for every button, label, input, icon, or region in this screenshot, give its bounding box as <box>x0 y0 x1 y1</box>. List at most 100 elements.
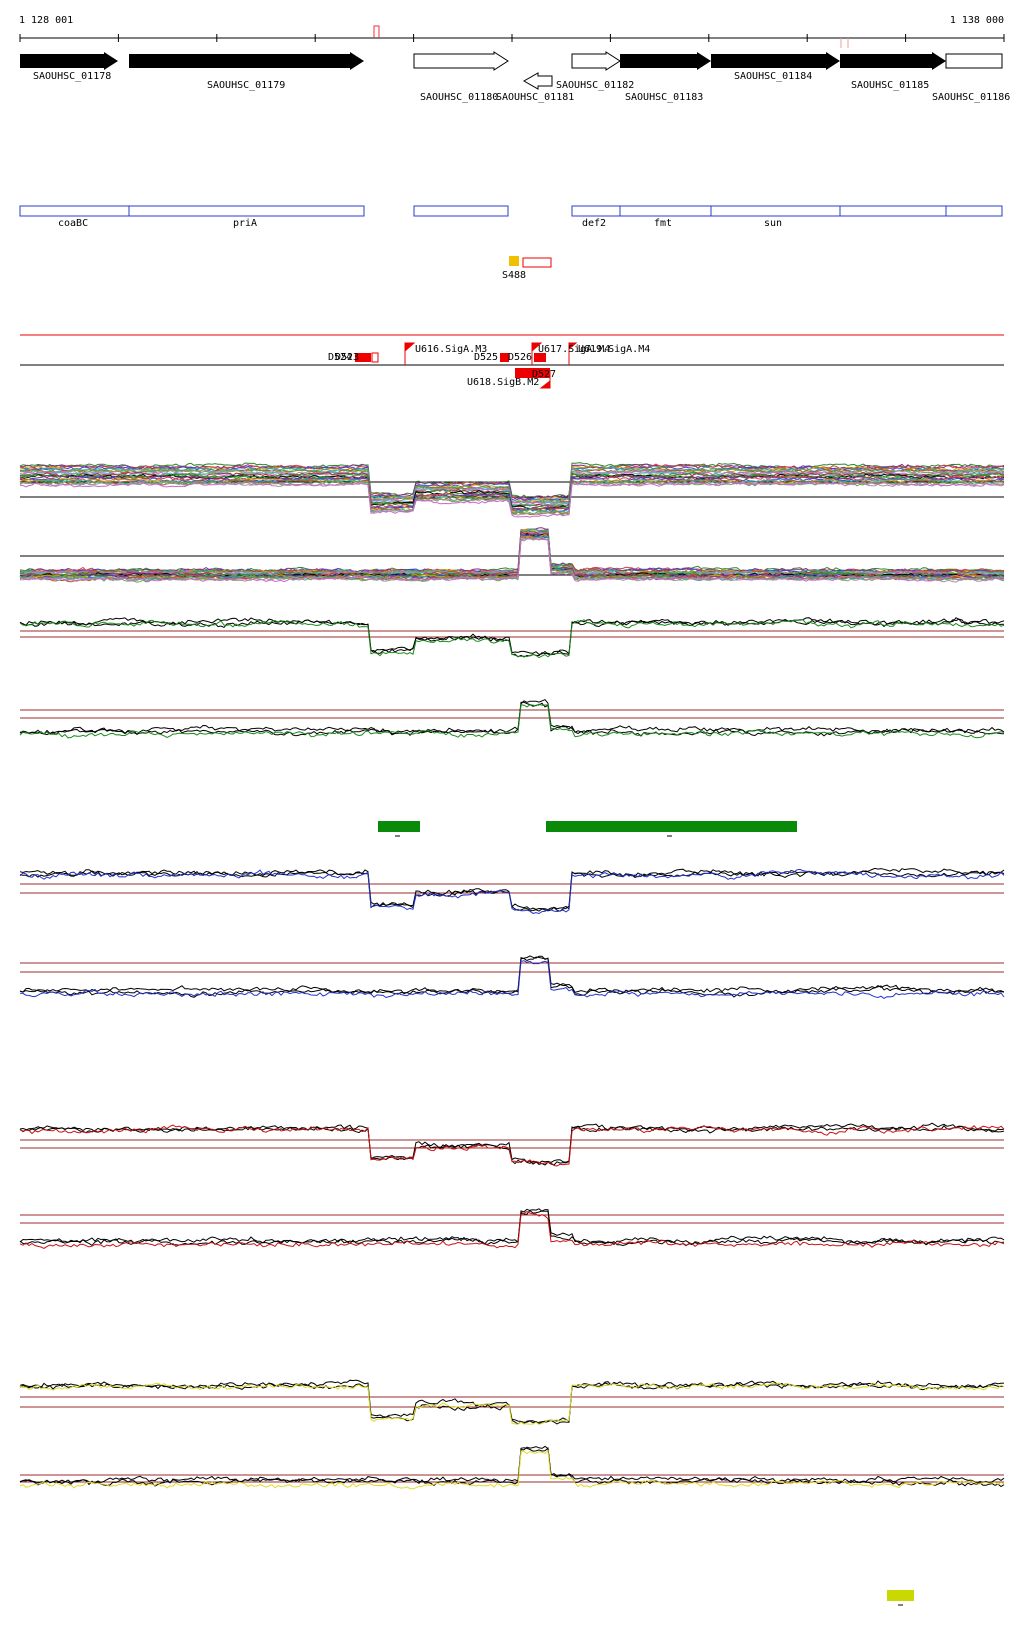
expression-profile-line <box>19 1382 1005 1425</box>
gene-name-box[interactable] <box>128 205 365 217</box>
expression-profile-line <box>19 619 1005 659</box>
expression-profile-line <box>19 1208 1005 1247</box>
expression-profile-line <box>19 701 1005 737</box>
gene-name-label: priA <box>233 218 257 229</box>
gene-arrow[interactable] <box>620 52 711 70</box>
gene-name-box[interactable] <box>19 205 130 217</box>
gene-name-box[interactable] <box>945 205 1003 217</box>
expression-profile-line <box>19 476 1005 512</box>
terminator-block[interactable] <box>355 353 371 362</box>
expression-multi-track-bottom <box>19 527 1005 583</box>
gene-arrow[interactable] <box>571 51 621 71</box>
gene-arrow[interactable] <box>413 51 509 71</box>
terminator-block[interactable] <box>371 352 379 363</box>
gene-label: SAOUHSC_01178 <box>33 71 111 82</box>
expression-profile-line <box>19 1125 1005 1166</box>
green-segment[interactable] <box>546 821 797 832</box>
yellow-expression-track-bottom <box>19 1445 1005 1490</box>
promoter-flag[interactable] <box>404 342 416 365</box>
terminator-block[interactable] <box>534 353 546 362</box>
gene-name-label: fmt <box>654 218 672 229</box>
gene-label: SAOUHSC_01180 <box>420 92 498 103</box>
gene-label: SAOUHSC_01182 <box>556 80 634 91</box>
gene-arrow[interactable] <box>945 53 1003 69</box>
expression-profile-line <box>19 537 1005 583</box>
green-expression-track-top <box>19 617 1005 659</box>
gene-name-label: sun <box>764 218 782 229</box>
green-expression-track-bottom <box>19 698 1005 739</box>
ruler-ticks <box>19 34 1005 42</box>
site-label: D524 <box>328 352 352 363</box>
expression-profile-line <box>20 530 1005 576</box>
gene-name-box[interactable] <box>571 205 621 217</box>
expression-profile-line <box>19 1211 1005 1249</box>
gene-name-track: coaBC priA def2 fmt sun <box>19 205 1003 229</box>
red-expression-track-bottom <box>19 1208 1005 1249</box>
expression-profile-line <box>19 960 1005 999</box>
gene-arrow[interactable] <box>129 52 364 70</box>
expression-profile-line <box>19 527 1005 574</box>
ruler-marker <box>373 25 380 38</box>
srna-marker[interactable] <box>509 256 519 266</box>
yellow-expression-track-top <box>19 1379 1005 1425</box>
gene-track: SAOUHSC_01178 SAOUHSC_01179 SAOUHSC_0118… <box>20 51 1010 103</box>
site-label: D523 <box>335 352 359 363</box>
gene-label: SAOUHSC_01181 <box>496 92 574 103</box>
gene-label: SAOUHSC_01186 <box>932 92 1010 103</box>
site-label: D525 <box>474 352 498 363</box>
gene-arrow[interactable] <box>840 52 946 70</box>
coordinate-ruler: 1 128 001 1 138 000 <box>19 15 1005 48</box>
red-expression-track-top <box>19 1122 1005 1167</box>
promoter-flag[interactable] <box>531 342 543 365</box>
expression-profile-line <box>19 1124 1005 1167</box>
gene-arrow[interactable] <box>711 52 840 70</box>
expression-profile-line <box>19 528 1005 574</box>
green-segment[interactable] <box>378 821 420 832</box>
gene-name-box[interactable] <box>710 205 841 217</box>
ruler-start-label: 1 128 001 <box>19 15 73 26</box>
terminator-block[interactable] <box>500 353 509 362</box>
expression-profile-line <box>19 1449 1005 1490</box>
site-label: D526 <box>508 352 532 363</box>
gene-label: SAOUHSC_01184 <box>734 71 812 82</box>
expression-multi-track-top <box>19 462 1005 518</box>
expression-profile-line <box>19 868 1005 915</box>
srna-track: S488 <box>502 256 552 281</box>
gene-name-box[interactable] <box>413 205 509 217</box>
expression-profile-line <box>19 528 1005 575</box>
terminator-block[interactable] <box>515 368 550 378</box>
expression-profile-line <box>19 536 1005 583</box>
gene-arrow[interactable] <box>522 72 553 90</box>
promoter-label: U619.SigA.M4 <box>578 344 650 355</box>
promoter-track: U616.SigA.M3 U617.SigA.M4 U619.SigA.M4 U… <box>20 334 1004 389</box>
expression-profile-line <box>19 530 1005 575</box>
ruler-marker-2 <box>840 38 849 48</box>
gene-name-label: coaBC <box>58 218 88 229</box>
expression-profile-line <box>19 1208 1005 1247</box>
gene-label: SAOUHSC_01183 <box>625 92 703 103</box>
gene-name-box[interactable] <box>839 205 947 217</box>
promoter-label: U617.SigA.M4 <box>538 344 610 355</box>
expression-profile-line <box>19 955 1005 995</box>
expression-profile-line <box>19 698 1005 737</box>
srna-label: S488 <box>502 270 526 281</box>
expression-profile-line <box>19 481 1005 518</box>
gene-name-label: def2 <box>582 218 606 229</box>
gene-arrow[interactable] <box>20 52 118 70</box>
site-label: D527 <box>532 369 556 380</box>
gene-label: SAOUHSC_01179 <box>207 80 285 91</box>
promoter-label: U616.SigA.M3 <box>415 344 487 355</box>
srna-box[interactable] <box>522 257 552 268</box>
gene-label: SAOUHSC_01185 <box>851 80 929 91</box>
blue-expression-track-bottom <box>19 955 1005 999</box>
expression-profile-line <box>19 528 1005 574</box>
promoter-flag[interactable] <box>568 342 578 365</box>
expression-profile-line <box>19 1447 1005 1488</box>
expression-profile-line <box>19 703 1005 739</box>
blue-expression-track-top <box>19 867 1005 915</box>
promoter-label: U618.SigB.M2 <box>467 377 539 388</box>
ruler-end-label: 1 138 000 <box>950 15 1004 26</box>
yellow-segment[interactable] <box>887 1590 914 1601</box>
gene-name-box[interactable] <box>619 205 712 217</box>
